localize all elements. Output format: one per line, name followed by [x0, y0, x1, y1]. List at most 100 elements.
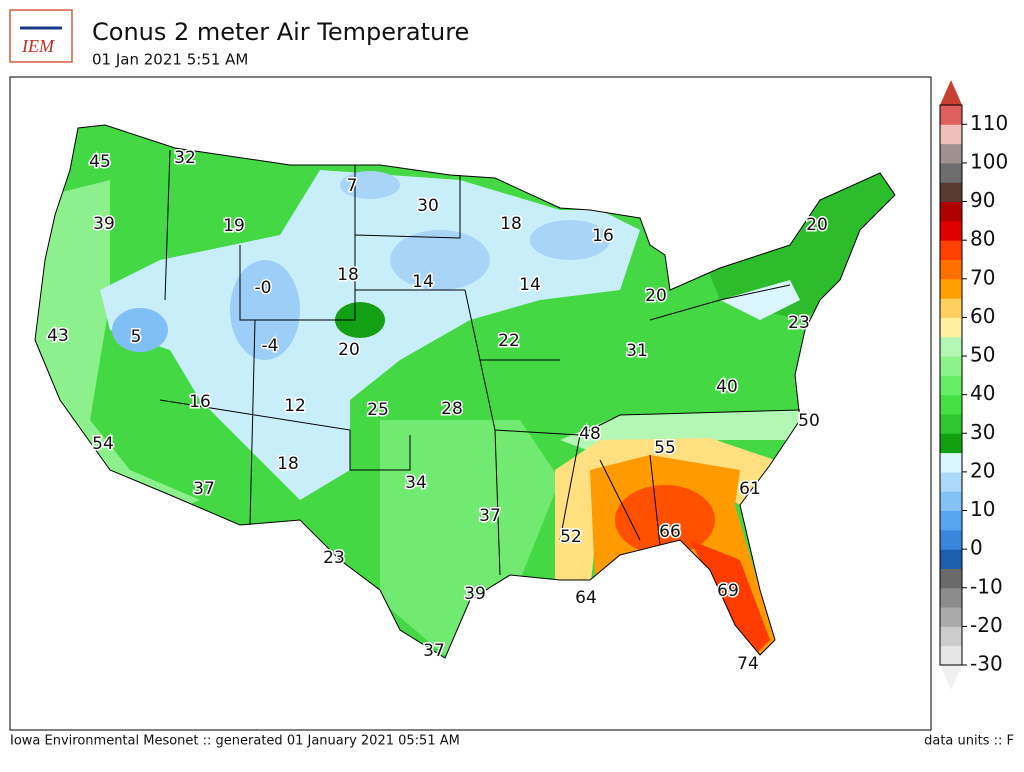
- colorbar-frame: [939, 104, 963, 666]
- station-value: 50: [798, 411, 820, 431]
- station-value: 5: [131, 327, 142, 347]
- station-value: 18: [500, 214, 522, 234]
- subtitle: 01 Jan 2021 5:51 AM: [92, 51, 248, 69]
- colorbar-tick-label: 40: [970, 381, 995, 405]
- colorbar-tick-label: 90: [970, 188, 995, 212]
- station-value: 22: [498, 331, 520, 351]
- colorbar-segment: [940, 143, 962, 164]
- station-value: 20: [806, 215, 828, 235]
- station-value: 55: [654, 438, 676, 458]
- logo-text: IEM: [21, 36, 55, 56]
- station-value: 40: [716, 377, 738, 397]
- colorbar-tick-label: 30: [970, 420, 995, 444]
- station-value: 20: [645, 286, 667, 306]
- station-value: 19: [223, 216, 245, 236]
- colorbar-segment: [940, 182, 962, 203]
- colorbar-tick-label: 10: [970, 497, 995, 521]
- colorbar-segment: [940, 298, 962, 318]
- colorbar-tick-label: 60: [970, 304, 995, 328]
- station-value: 32: [174, 148, 196, 168]
- colorbar-segment: [940, 375, 962, 396]
- station-value: 18: [277, 454, 299, 474]
- map: [35, 125, 895, 658]
- state-lines: [159, 149, 801, 576]
- station-value: 23: [788, 313, 810, 333]
- station-value: 64: [575, 588, 597, 608]
- station-value: 48: [579, 424, 601, 444]
- colorbar-segment: [940, 607, 962, 627]
- station-value: 37: [423, 641, 445, 661]
- colorbar-tick-label: 110: [970, 111, 1008, 135]
- colorbar-segment: [940, 317, 962, 338]
- us-outline: [34, 124, 896, 659]
- colorbar-segment: [940, 220, 962, 241]
- logo: IEM: [9, 9, 73, 63]
- colorbar-segment: [940, 433, 962, 454]
- colorbar-tick-label: -30: [970, 652, 1003, 676]
- station-value: 20: [338, 340, 360, 360]
- colorbar-segment: [940, 452, 962, 473]
- colorbar-segment: [940, 356, 962, 376]
- colorbar-segment: [940, 259, 962, 280]
- station-value: 34: [405, 473, 427, 493]
- station-value: 28: [441, 399, 463, 419]
- footer-right: data units :: F: [924, 734, 1014, 749]
- colorbar-segment: [940, 568, 962, 589]
- station-value: 39: [93, 214, 115, 234]
- colorbar-segment: [940, 336, 962, 357]
- station-value: 52: [560, 527, 582, 547]
- colorbar-under: [940, 665, 962, 690]
- colorbar-segment: [940, 587, 962, 608]
- station-value: 66: [659, 522, 681, 542]
- colorbar-tick-label: 100: [970, 149, 1008, 173]
- colorbar-tick-label: 20: [970, 458, 995, 482]
- station-value: 16: [189, 392, 211, 412]
- colorbar-segment: [940, 626, 962, 647]
- colorbar-segment: [940, 162, 962, 183]
- station-value: 43: [47, 326, 69, 346]
- colorbar-segment: [940, 201, 962, 222]
- station-value: 37: [193, 479, 215, 499]
- colorbar-tick-label: 50: [970, 343, 995, 367]
- station-value: -0: [255, 278, 272, 298]
- colorbar-over: [940, 80, 962, 105]
- station-value: 39: [464, 584, 486, 604]
- colorbar-segment: [940, 645, 962, 666]
- colorbar-segment: [940, 529, 962, 550]
- station-value: -4: [262, 336, 279, 356]
- title: Conus 2 meter Air Temperature: [92, 18, 469, 46]
- colorbar-segment: [940, 278, 962, 299]
- colorbar-segment: [940, 471, 962, 492]
- colorbar-segment: [940, 105, 962, 125]
- colorbar-tick-label: 80: [970, 227, 995, 251]
- colorbar-segment: [940, 549, 962, 569]
- station-value: 45: [89, 152, 111, 172]
- colorbar-tick-label: -10: [970, 574, 1003, 598]
- colorbar-segment: [940, 413, 962, 434]
- colorbar-segment: [940, 124, 962, 145]
- station-value: 7: [347, 176, 358, 196]
- colorbar-tick-label: 70: [970, 265, 995, 289]
- footer-left: Iowa Environmental Mesonet :: generated …: [10, 734, 460, 749]
- colorbar-segment: [940, 510, 962, 531]
- station-value: 30: [417, 196, 439, 216]
- station-value: 12: [284, 396, 306, 416]
- station-value: 14: [412, 272, 434, 292]
- colorbar-tick-label: -20: [970, 613, 1003, 637]
- colorbar-segment: [940, 240, 962, 260]
- station-value: 37: [479, 506, 501, 526]
- station-value: 54: [92, 434, 114, 454]
- station-value: 61: [739, 479, 761, 499]
- station-value: 18: [337, 265, 359, 285]
- station-value: 16: [592, 226, 614, 246]
- station-value: 14: [519, 275, 541, 295]
- colorbar-segment: [940, 491, 962, 512]
- colorbar: [940, 80, 962, 690]
- station-value: 69: [717, 581, 739, 601]
- station-value: 23: [323, 548, 345, 568]
- colorbar-tick-label: 0: [970, 536, 983, 560]
- station-value: 31: [626, 341, 648, 361]
- colorbar-segment: [940, 394, 962, 415]
- station-value: 74: [737, 654, 759, 674]
